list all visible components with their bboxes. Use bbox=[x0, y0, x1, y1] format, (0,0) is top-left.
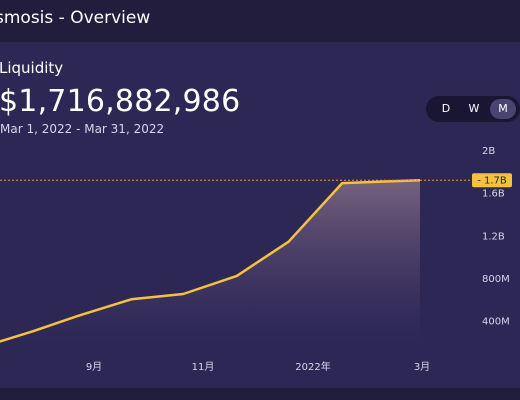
range-day-button[interactable]: D bbox=[441, 102, 451, 115]
footer-strip bbox=[0, 388, 520, 400]
metric-date-range: Mar 1, 2022 - Mar 31, 2022 bbox=[0, 122, 165, 136]
metric-label: Liquidity bbox=[0, 59, 64, 77]
x-tick-label: 3月 bbox=[414, 361, 430, 373]
current-value-label: - 1.7B bbox=[477, 176, 507, 187]
range-week-button[interactable]: W bbox=[468, 102, 480, 115]
metric-value: $1,716,882,986 bbox=[0, 84, 241, 119]
y-tick-label: 1.2B bbox=[482, 231, 505, 242]
liquidity-area bbox=[0, 180, 420, 342]
page-title: smosis - Overview bbox=[0, 8, 151, 28]
header-bar: smosis - Overview bbox=[0, 0, 520, 42]
liquidity-line bbox=[0, 178, 421, 343]
y-tick-label: 1.6B bbox=[482, 189, 505, 200]
x-tick-label: 9月 bbox=[86, 361, 102, 373]
range-toggle: D W M bbox=[426, 96, 520, 122]
y-tick-label: 400M bbox=[482, 317, 510, 328]
x-tick-label: 11月 bbox=[192, 361, 215, 373]
y-tick-label: 800M bbox=[482, 274, 510, 285]
y-tick-label: 2B bbox=[482, 146, 495, 157]
range-month-button[interactable]: M bbox=[490, 99, 516, 119]
current-value-badge bbox=[472, 173, 512, 188]
x-tick-label: 2022年 bbox=[295, 360, 330, 373]
